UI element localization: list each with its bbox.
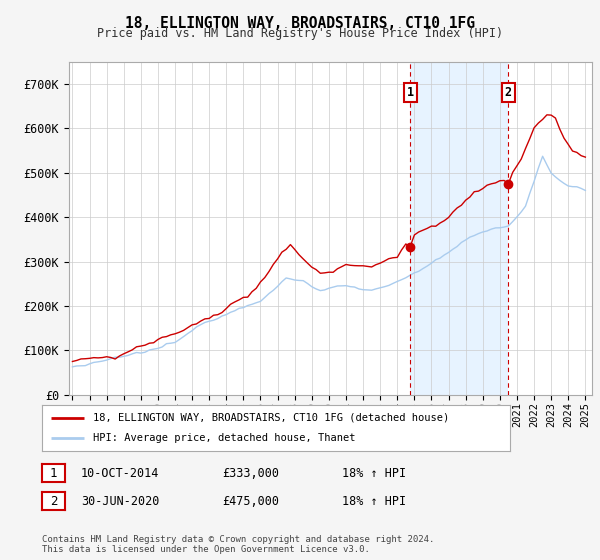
Bar — [410, 62, 508, 395]
Text: 1: 1 — [407, 86, 413, 99]
Text: £333,000: £333,000 — [222, 466, 279, 480]
Text: 1: 1 — [50, 466, 57, 480]
Text: HPI: Average price, detached house, Thanet: HPI: Average price, detached house, Than… — [94, 433, 356, 443]
Text: £475,000: £475,000 — [222, 494, 279, 508]
Text: 18% ↑ HPI: 18% ↑ HPI — [342, 494, 406, 508]
Text: 2: 2 — [50, 494, 57, 508]
Text: 18, ELLINGTON WAY, BROADSTAIRS, CT10 1FG (detached house): 18, ELLINGTON WAY, BROADSTAIRS, CT10 1FG… — [94, 413, 450, 423]
Text: 10-OCT-2014: 10-OCT-2014 — [81, 466, 160, 480]
Text: Price paid vs. HM Land Registry's House Price Index (HPI): Price paid vs. HM Land Registry's House … — [97, 27, 503, 40]
Text: 18, ELLINGTON WAY, BROADSTAIRS, CT10 1FG: 18, ELLINGTON WAY, BROADSTAIRS, CT10 1FG — [125, 16, 475, 31]
Text: 18% ↑ HPI: 18% ↑ HPI — [342, 466, 406, 480]
Text: 30-JUN-2020: 30-JUN-2020 — [81, 494, 160, 508]
Text: 2: 2 — [505, 86, 512, 99]
Text: Contains HM Land Registry data © Crown copyright and database right 2024.
This d: Contains HM Land Registry data © Crown c… — [42, 535, 434, 554]
